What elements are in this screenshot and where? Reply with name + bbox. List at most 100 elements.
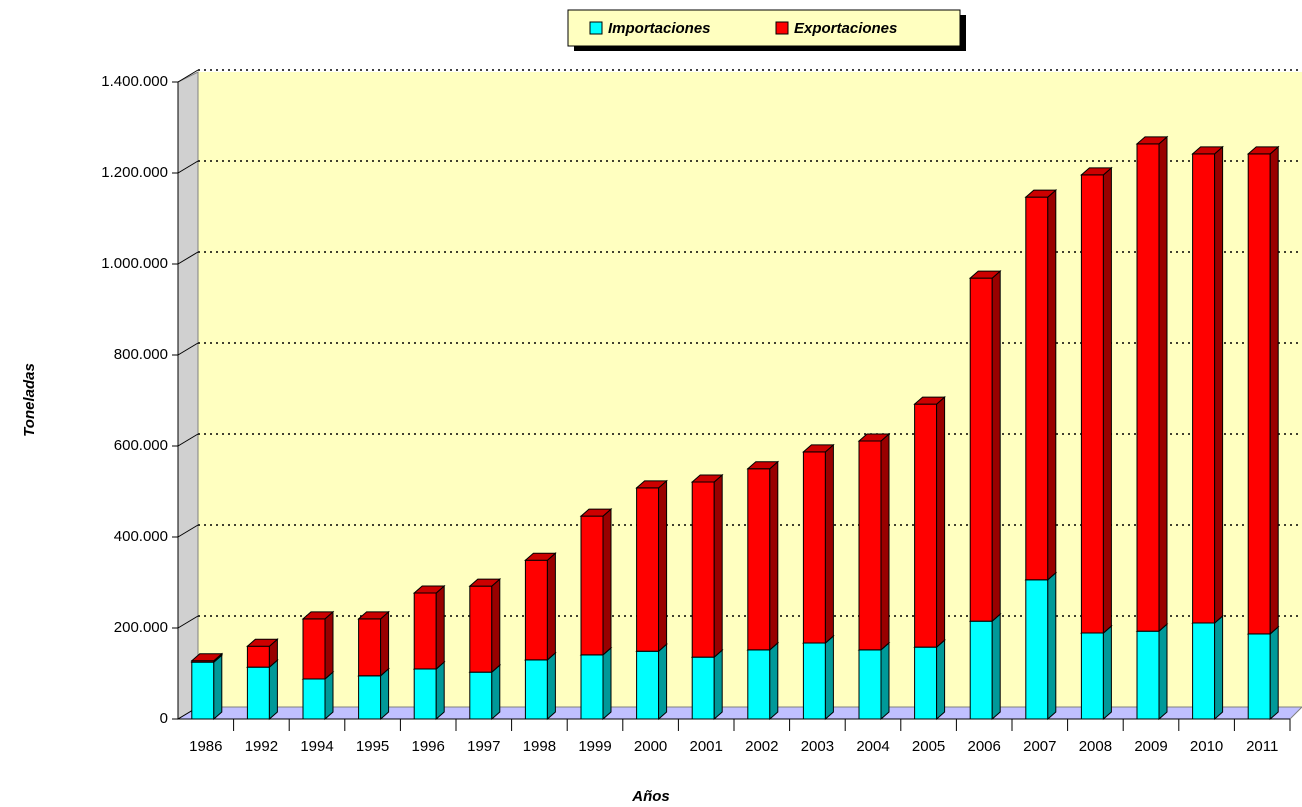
y-tick-label: 200.000 (114, 619, 168, 636)
bar-side (658, 643, 668, 721)
bar (246, 666, 270, 720)
bar-side (1102, 166, 1112, 635)
bar (302, 678, 326, 720)
bar-side (991, 613, 1001, 721)
bar-side (991, 270, 1001, 623)
x-tick-label: 1986 (189, 738, 222, 755)
bar (1192, 622, 1216, 720)
bar-side (713, 473, 723, 659)
bar-top (468, 578, 502, 587)
y-axis-title: Toneladas (21, 363, 38, 437)
bar (858, 649, 882, 720)
bar (1247, 153, 1271, 635)
bar-side (546, 552, 556, 661)
bar-side (880, 641, 890, 721)
x-tick-label: 2001 (690, 738, 723, 755)
diag-tick (177, 69, 199, 83)
bar (1025, 196, 1049, 581)
bar-top (579, 508, 613, 517)
bar (524, 659, 548, 720)
x-tick-label: 2005 (912, 738, 945, 755)
bar (358, 675, 382, 720)
bar (580, 515, 604, 656)
legend-swatch (775, 21, 789, 35)
x-tick-label: 1994 (300, 738, 333, 755)
x-tick-label: 2008 (1079, 738, 1112, 755)
bar-top (412, 585, 446, 594)
bar-side (769, 460, 779, 651)
bar-side (1214, 145, 1224, 625)
bar (302, 618, 326, 680)
bar-top (1246, 146, 1280, 155)
bar-side (546, 651, 556, 721)
x-tick-label: 2004 (856, 738, 889, 755)
legend (567, 9, 961, 47)
diag-tick (177, 251, 199, 265)
floor (176, 706, 1302, 720)
x-tick-label: 1998 (523, 738, 556, 755)
bar-top (746, 461, 780, 470)
bar-top (190, 653, 224, 662)
bar-side (1158, 623, 1168, 721)
bar-side (1214, 614, 1224, 721)
x-tick-label: 2009 (1134, 738, 1167, 755)
bar-side (380, 610, 390, 677)
bar-side (1158, 135, 1168, 633)
x-tick-label: 2002 (745, 738, 778, 755)
legend-label: Exportaciones (794, 20, 897, 37)
bar-side (824, 634, 834, 721)
bar (802, 451, 826, 644)
y-tick-label: 1.400.000 (101, 73, 168, 90)
bar (469, 671, 493, 720)
bar-top (635, 480, 668, 489)
bar-top (1080, 167, 1113, 176)
bar (969, 277, 993, 622)
bar (636, 487, 660, 652)
y-tick-label: 1.200.000 (101, 164, 168, 181)
bar-side (1269, 145, 1279, 636)
bar (1247, 633, 1271, 720)
bar (580, 654, 604, 720)
y-tick-label: 0 (160, 710, 168, 727)
x-axis-title: Años (631, 788, 670, 805)
x-tick-label: 2000 (634, 738, 667, 755)
bar-top (524, 552, 557, 561)
bar (413, 668, 437, 720)
y-tick-label: 600.000 (114, 437, 168, 454)
x-tick-label: 2011 (1246, 738, 1278, 755)
bar-side (769, 641, 779, 721)
legend-label: Importaciones (608, 20, 711, 37)
bar-top (246, 638, 279, 647)
bar-side (658, 479, 668, 653)
y-tick-label: 1.000.000 (101, 255, 168, 272)
bar-side (602, 507, 612, 656)
bar (969, 620, 993, 720)
bar-top (301, 611, 335, 620)
y-tick-label: 400.000 (114, 528, 168, 545)
bar-top (690, 474, 724, 483)
x-tick-label: 1992 (245, 738, 278, 755)
bar-side (435, 584, 445, 671)
bar-side (1047, 189, 1057, 581)
bar-top (913, 396, 946, 405)
bar-side (324, 610, 334, 681)
x-tick-label: 2007 (1023, 738, 1056, 755)
x-tick-label: 1999 (578, 738, 611, 755)
bar-top (1135, 136, 1169, 145)
bar (691, 656, 715, 720)
bar (191, 661, 215, 720)
bar (747, 649, 771, 720)
legend-swatch (589, 21, 603, 35)
bar (1025, 579, 1049, 720)
diag-tick (177, 615, 199, 629)
bar (1192, 153, 1216, 624)
bar (747, 468, 771, 651)
x-tick-label: 2010 (1190, 738, 1223, 755)
y-tick-label: 800.000 (114, 346, 168, 363)
diag-tick (177, 524, 199, 538)
bar (1136, 143, 1160, 632)
bar-side (880, 432, 890, 651)
bar-side (713, 649, 723, 721)
bar (914, 403, 938, 648)
bar (413, 592, 437, 670)
